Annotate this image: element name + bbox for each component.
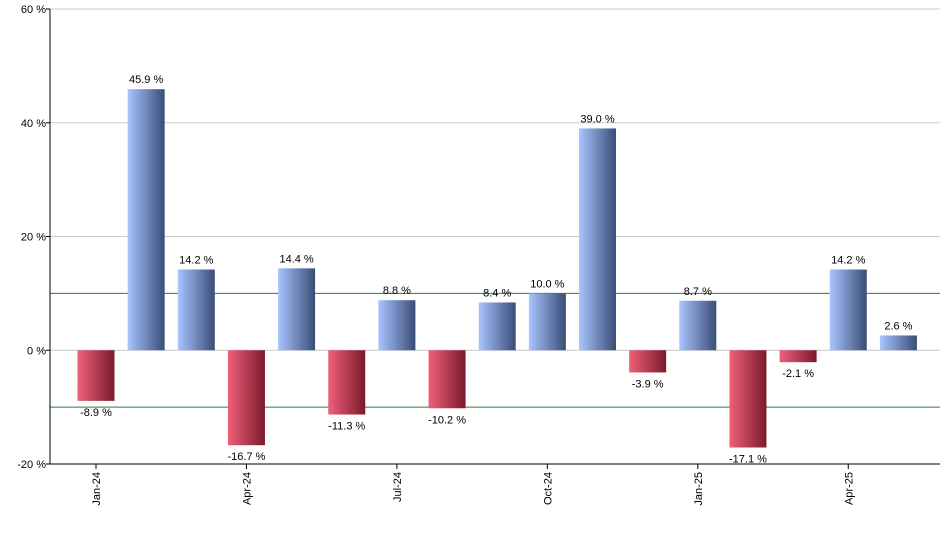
bar-dec-24 xyxy=(629,350,667,373)
data-label: -17.1 % xyxy=(729,454,767,466)
data-label: 45.9 % xyxy=(129,74,163,86)
x-axis-tick-labels: Jan-24 Apr-24 Jul-24 Oct-24 Jan-25 Apr-25 xyxy=(91,472,855,506)
bar-oct-24 xyxy=(528,293,566,351)
bar-sep-24 xyxy=(478,302,516,351)
bar-feb-25 xyxy=(729,350,767,448)
data-label: -8.9 % xyxy=(80,407,112,419)
y-tick-label: 20 % xyxy=(21,232,46,244)
bar-jan-24 xyxy=(77,350,115,401)
data-label: 2.6 % xyxy=(884,320,912,332)
bar-may-24 xyxy=(278,268,316,351)
x-tick-label: Apr-25 xyxy=(843,472,855,505)
data-label: -16.7 % xyxy=(227,451,265,463)
bar-jan-25 xyxy=(679,300,717,351)
data-label: 8.4 % xyxy=(483,287,511,299)
data-label: 10.0 % xyxy=(530,278,564,290)
x-tick-label: Jul-24 xyxy=(392,472,404,502)
grid-lines xyxy=(50,8,940,465)
y-axis-tick-labels: -20 % 0 % 20 % 40 % 60 % xyxy=(17,4,46,471)
bar-apr-25 xyxy=(829,269,867,351)
y-tick-label: -20 % xyxy=(17,459,46,471)
bar-mar-24 xyxy=(177,269,215,351)
bar-feb-24 xyxy=(127,89,165,351)
y-tick-label: 40 % xyxy=(21,118,46,130)
data-labels: -8.9 % 45.9 % 14.2 % -16.7 % 14.4 % -11.3 % 8.… xyxy=(80,74,913,465)
bar-apr-24 xyxy=(227,350,265,446)
data-label: 14.2 % xyxy=(179,254,213,266)
data-label: 8.8 % xyxy=(383,285,411,297)
axes xyxy=(46,8,940,469)
data-label: -2.1 % xyxy=(782,368,814,380)
bar-jun-24 xyxy=(328,350,366,415)
data-label: 14.2 % xyxy=(831,254,865,266)
bar-jul-24 xyxy=(378,300,416,351)
x-tick-label: Jan-25 xyxy=(693,472,705,506)
data-label: -3.9 % xyxy=(632,378,664,390)
y-tick-label: 0 % xyxy=(27,345,46,357)
bar-aug-24 xyxy=(428,350,466,409)
bars xyxy=(77,89,917,448)
bar-nov-24 xyxy=(579,128,616,351)
y-tick-label: 60 % xyxy=(21,4,46,16)
data-label: -11.3 % xyxy=(328,421,365,433)
x-tick-label: Apr-24 xyxy=(241,472,253,505)
bar-mar-25 xyxy=(779,350,817,363)
bar-may-25 xyxy=(879,335,917,351)
data-label: 8.7 % xyxy=(684,286,712,298)
data-label: 14.4 % xyxy=(279,253,313,265)
x-tick-label: Jan-24 xyxy=(91,472,103,506)
data-label: 39.0 % xyxy=(580,113,614,125)
x-tick-label: Oct-24 xyxy=(542,472,554,505)
data-label: -10.2 % xyxy=(428,414,466,426)
